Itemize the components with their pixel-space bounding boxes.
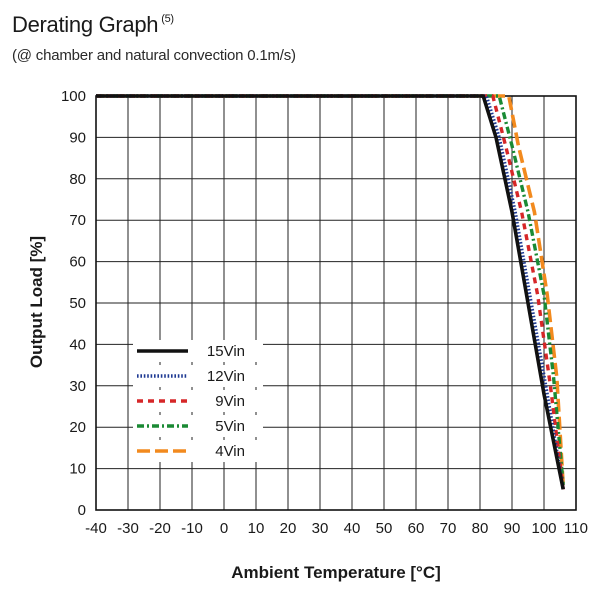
x-tick-label: 100 — [531, 520, 556, 537]
x-tick-label: 20 — [280, 520, 297, 537]
legend-label-15vin: 15Vin — [207, 343, 245, 360]
chart-title: Derating Graph (5) — [12, 12, 174, 37]
series-line-9vin — [96, 94, 565, 490]
x-tick-label: 40 — [344, 520, 361, 537]
legend-bg — [133, 390, 263, 412]
y-tick-label: 80 — [69, 171, 86, 188]
y-tick-label: 70 — [69, 212, 86, 229]
series-line-4vin — [96, 94, 565, 486]
x-tick-label: 0 — [220, 520, 228, 537]
x-tick-label: -40 — [85, 520, 107, 537]
y-tick-label: 50 — [69, 295, 86, 312]
series-line-15vin — [96, 94, 565, 490]
x-tick-label: 10 — [248, 520, 265, 537]
x-tick-label: 90 — [504, 520, 521, 537]
x-tick-label: 30 — [312, 520, 329, 537]
x-axis-label: Ambient Temperature [°C] — [231, 563, 441, 582]
legend-label-9vin: 9Vin — [215, 393, 245, 410]
x-tick-label: 60 — [408, 520, 425, 537]
y-tick-label: 0 — [78, 502, 86, 519]
legend-bg — [133, 415, 263, 437]
legend-label-4vin: 4Vin — [215, 443, 245, 460]
x-tick-label: 80 — [472, 520, 489, 537]
series-line-5vin — [96, 94, 565, 486]
legend: 15Vin 12Vin 9Vin 5Vin 4Vin — [133, 340, 263, 462]
y-tick-label: 100 — [61, 88, 86, 105]
y-axis-label: Output Load [%] — [27, 236, 46, 368]
y-tick-label: 30 — [69, 378, 86, 395]
x-tick-label: 110 — [564, 520, 588, 537]
x-tick-label: 50 — [376, 520, 393, 537]
legend-label-12vin: 12Vin — [207, 368, 245, 385]
legend-label-5vin: 5Vin — [215, 418, 245, 435]
y-tick-label: 10 — [69, 461, 86, 478]
x-tick-label: 70 — [440, 520, 457, 537]
title-footnote: (5) — [161, 13, 174, 25]
legend-bg — [133, 440, 263, 462]
series-lines — [96, 94, 565, 490]
y-tick-label: 60 — [69, 254, 86, 271]
chart-subtitle: (@ chamber and natural convection 0.1m/s… — [12, 47, 296, 64]
legend-bg — [133, 365, 263, 387]
series-line-12vin — [96, 94, 565, 490]
x-tick-label: -10 — [181, 520, 203, 537]
x-tick-label: -30 — [117, 520, 139, 537]
y-tick-label: 20 — [69, 419, 86, 436]
y-tick-label: 90 — [69, 129, 86, 146]
tick-labels: -40 -30 -20 -10 0 10 20 30 40 50 60 70 80 90 100 110 0 10… — [61, 88, 588, 537]
legend-bg — [133, 340, 263, 362]
y-tick-label: 40 — [69, 336, 86, 353]
x-tick-label: -20 — [149, 520, 171, 537]
